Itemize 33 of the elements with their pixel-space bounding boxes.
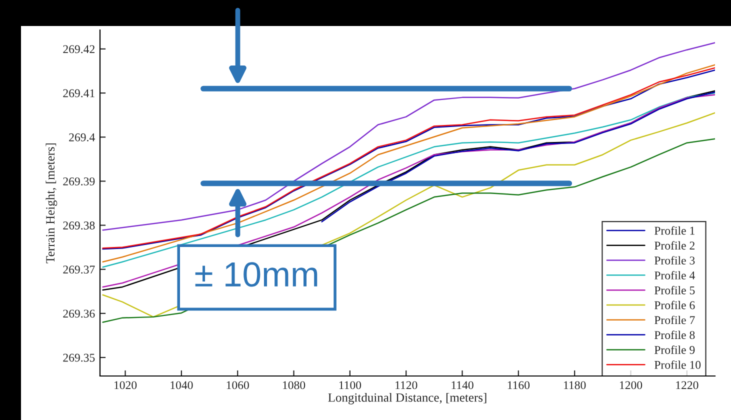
- x-tick-label: 1220: [676, 381, 698, 390]
- x-tick-label: 1160: [508, 381, 530, 390]
- legend-label: Profile 8: [654, 330, 695, 340]
- legend-label: Profile 6: [654, 300, 695, 310]
- legend-label: Profile 5: [654, 286, 695, 294]
- x-tick-label: 1020: [114, 381, 137, 390]
- x-axis-title: Longitduinal Distance, [meters]: [328, 392, 486, 404]
- x-tick-label: 1180: [564, 381, 586, 390]
- ref-line-label: ± 10mm: [195, 262, 318, 287]
- legend-label: Profile 2: [654, 241, 694, 250]
- legend-label: Profile 7: [654, 316, 695, 324]
- y-tick-label: 269.38: [63, 222, 95, 230]
- y-tick-label: 269.42: [63, 45, 94, 54]
- y-tick-label: 269.4: [69, 133, 95, 142]
- x-tick-label: 1100: [339, 381, 362, 390]
- line-series: [321, 92, 715, 222]
- x-tick-label: 1140: [452, 381, 474, 390]
- y-tick-label: 269.37: [63, 266, 95, 274]
- legend-label: Profile 3: [654, 256, 695, 265]
- y-tick-label: 269.35: [63, 354, 95, 362]
- legend-label: Profile 10: [654, 360, 701, 369]
- y-tick-label: 269.41: [63, 89, 94, 98]
- x-tick-label: 1040: [170, 381, 193, 390]
- legend-label: Profile 9: [654, 346, 695, 354]
- legend-label: Profile 1: [654, 226, 694, 235]
- x-tick-label: 1080: [283, 381, 306, 390]
- y-tick-label: 269.39: [63, 177, 95, 186]
- x-tick-label: 1120: [396, 381, 418, 390]
- y-axis-title: Terrain Height, [meters]: [46, 143, 58, 264]
- y-tick-label: 269.36: [63, 310, 95, 318]
- x-tick-label: 1200: [620, 381, 642, 390]
- legend-label: Profile 4: [654, 270, 695, 280]
- x-tick-label: 1060: [226, 381, 249, 390]
